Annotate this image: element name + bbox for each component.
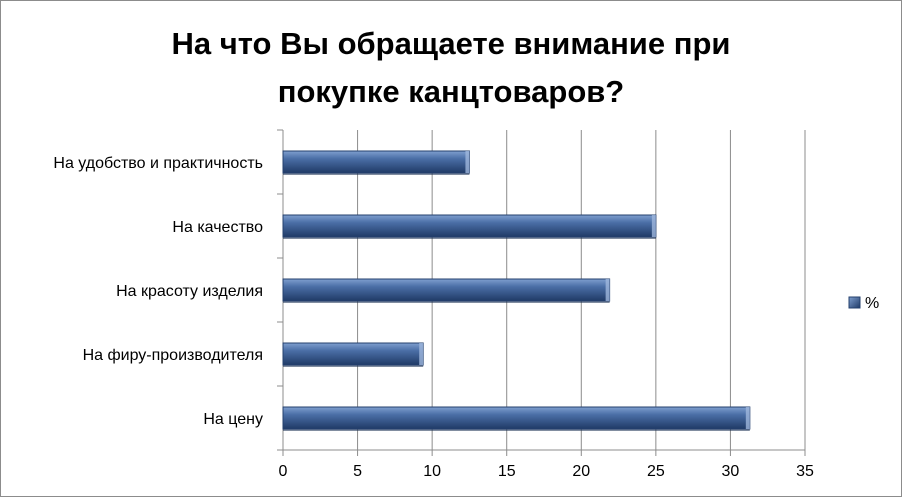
legend-label: % — [865, 295, 879, 312]
bar — [282, 342, 424, 367]
bar-body — [282, 150, 470, 174]
x-tick-label: 10 — [423, 463, 441, 480]
bar-body — [282, 214, 657, 238]
bar-bevel — [651, 215, 656, 237]
legend-swatch — [848, 296, 861, 309]
bar-bevel — [605, 279, 610, 301]
category-label: На фиру-производителя — [83, 347, 263, 364]
bar-body — [282, 278, 611, 302]
x-tick-label: 35 — [796, 463, 814, 480]
x-tick-label: 25 — [647, 463, 665, 480]
category-label: На качество — [172, 219, 263, 236]
bar — [282, 406, 751, 431]
category-label: На цену — [203, 411, 263, 428]
bar-body — [282, 406, 751, 430]
x-tick-label: 0 — [279, 463, 288, 480]
category-label: На красоту изделия — [116, 283, 263, 300]
chart-title: На что Вы обращаете внимание при покупке… — [171, 26, 731, 109]
bar-bevel — [465, 151, 470, 173]
x-tick-label: 20 — [572, 463, 590, 480]
bar — [282, 214, 657, 239]
category-label: На удобство и практичность — [53, 155, 263, 172]
x-tick-label: 5 — [353, 463, 362, 480]
bar-body — [282, 342, 424, 366]
bar — [282, 150, 470, 175]
bar-bevel — [745, 407, 750, 429]
bar-bevel — [419, 343, 424, 365]
x-tick-label: 30 — [722, 463, 740, 480]
bar — [282, 278, 611, 303]
x-tick-label: 15 — [498, 463, 516, 480]
